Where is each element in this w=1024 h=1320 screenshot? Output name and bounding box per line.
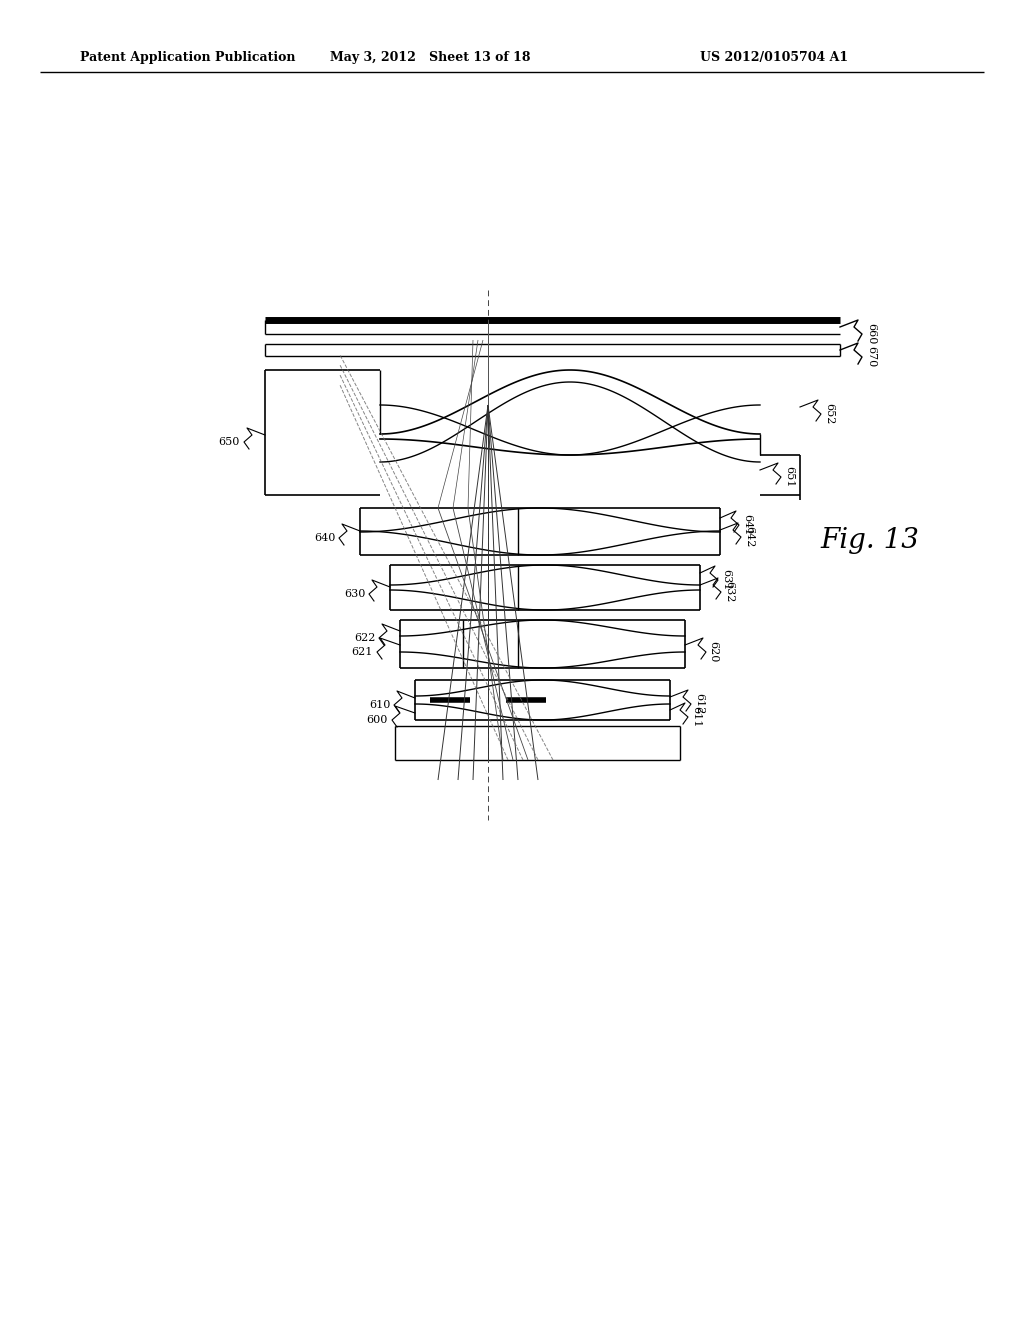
Text: 622: 622 xyxy=(354,634,376,643)
Text: 620: 620 xyxy=(708,642,718,663)
Text: Fig. 13: Fig. 13 xyxy=(820,527,919,553)
Text: 642: 642 xyxy=(744,527,754,548)
Text: 630: 630 xyxy=(345,589,366,599)
Text: 631: 631 xyxy=(721,569,731,590)
Text: May 3, 2012   Sheet 13 of 18: May 3, 2012 Sheet 13 of 18 xyxy=(330,51,530,65)
Text: Patent Application Publication: Patent Application Publication xyxy=(80,51,296,65)
Text: 640: 640 xyxy=(314,533,336,543)
Text: 652: 652 xyxy=(824,404,834,425)
Text: 651: 651 xyxy=(784,466,794,487)
Text: 621: 621 xyxy=(351,647,373,657)
Text: 612: 612 xyxy=(694,693,705,714)
Text: US 2012/0105704 A1: US 2012/0105704 A1 xyxy=(700,51,848,65)
Text: 641: 641 xyxy=(742,515,752,536)
Text: 632: 632 xyxy=(724,581,734,603)
Text: 600: 600 xyxy=(367,715,388,725)
Text: 610: 610 xyxy=(370,700,391,710)
Text: 611: 611 xyxy=(691,706,701,727)
Text: 660: 660 xyxy=(866,323,876,345)
Text: 670: 670 xyxy=(866,346,876,368)
Text: 650: 650 xyxy=(219,437,240,447)
